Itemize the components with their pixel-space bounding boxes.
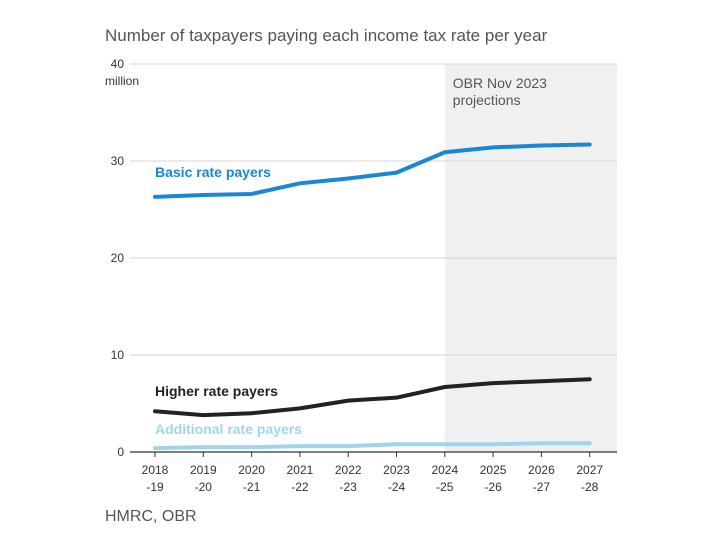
projection-label: OBR Nov 2023	[453, 75, 547, 91]
x-tick-label: -27	[533, 480, 551, 494]
x-tick-label: 2027	[576, 463, 603, 477]
series-line-additional-rate-payers	[153, 441, 592, 451]
x-tick-label: -24	[388, 480, 406, 494]
x-tick-label: 2025	[480, 463, 507, 477]
x-tick-label: 2018	[142, 463, 169, 477]
y-axis-unit: million	[105, 74, 139, 88]
x-tick-label: -19	[146, 480, 164, 494]
x-tick-label: 2019	[190, 463, 217, 477]
x-tick-label: 2026	[528, 463, 555, 477]
x-tick-label: -20	[195, 480, 213, 494]
series-label-basic-rate-payers: Basic rate payers	[155, 164, 271, 180]
y-tick-label: 40	[111, 57, 125, 71]
y-tick-label: 0	[117, 445, 124, 459]
chart-title: Number of taxpayers paying each income t…	[105, 26, 548, 45]
x-tick-label: 2024	[431, 463, 458, 477]
series-label-higher-rate-payers: Higher rate payers	[155, 383, 278, 399]
chart-source: HMRC, OBR	[105, 508, 197, 525]
projection-label: projections	[453, 92, 521, 108]
x-tick-label: 2021	[287, 463, 314, 477]
x-tick-label: -25	[436, 480, 454, 494]
y-tick-label: 10	[111, 348, 125, 362]
x-tick-label: -21	[243, 480, 261, 494]
x-tick-label: -28	[581, 480, 599, 494]
series-line-higher-rate-payers	[153, 377, 592, 418]
y-tick-label: 30	[111, 154, 125, 168]
y-tick-label: 20	[111, 251, 125, 265]
x-tick-label: 2020	[238, 463, 265, 477]
x-tick-label: 2023	[383, 463, 410, 477]
series-line-basic-rate-payers	[153, 142, 592, 199]
x-tick-label: -22	[291, 480, 309, 494]
x-tick-label: -23	[340, 480, 358, 494]
x-tick-label: 2022	[335, 463, 362, 477]
series-label-additional-rate-payers: Additional rate payers	[155, 421, 302, 437]
x-tick-label: -26	[484, 480, 502, 494]
